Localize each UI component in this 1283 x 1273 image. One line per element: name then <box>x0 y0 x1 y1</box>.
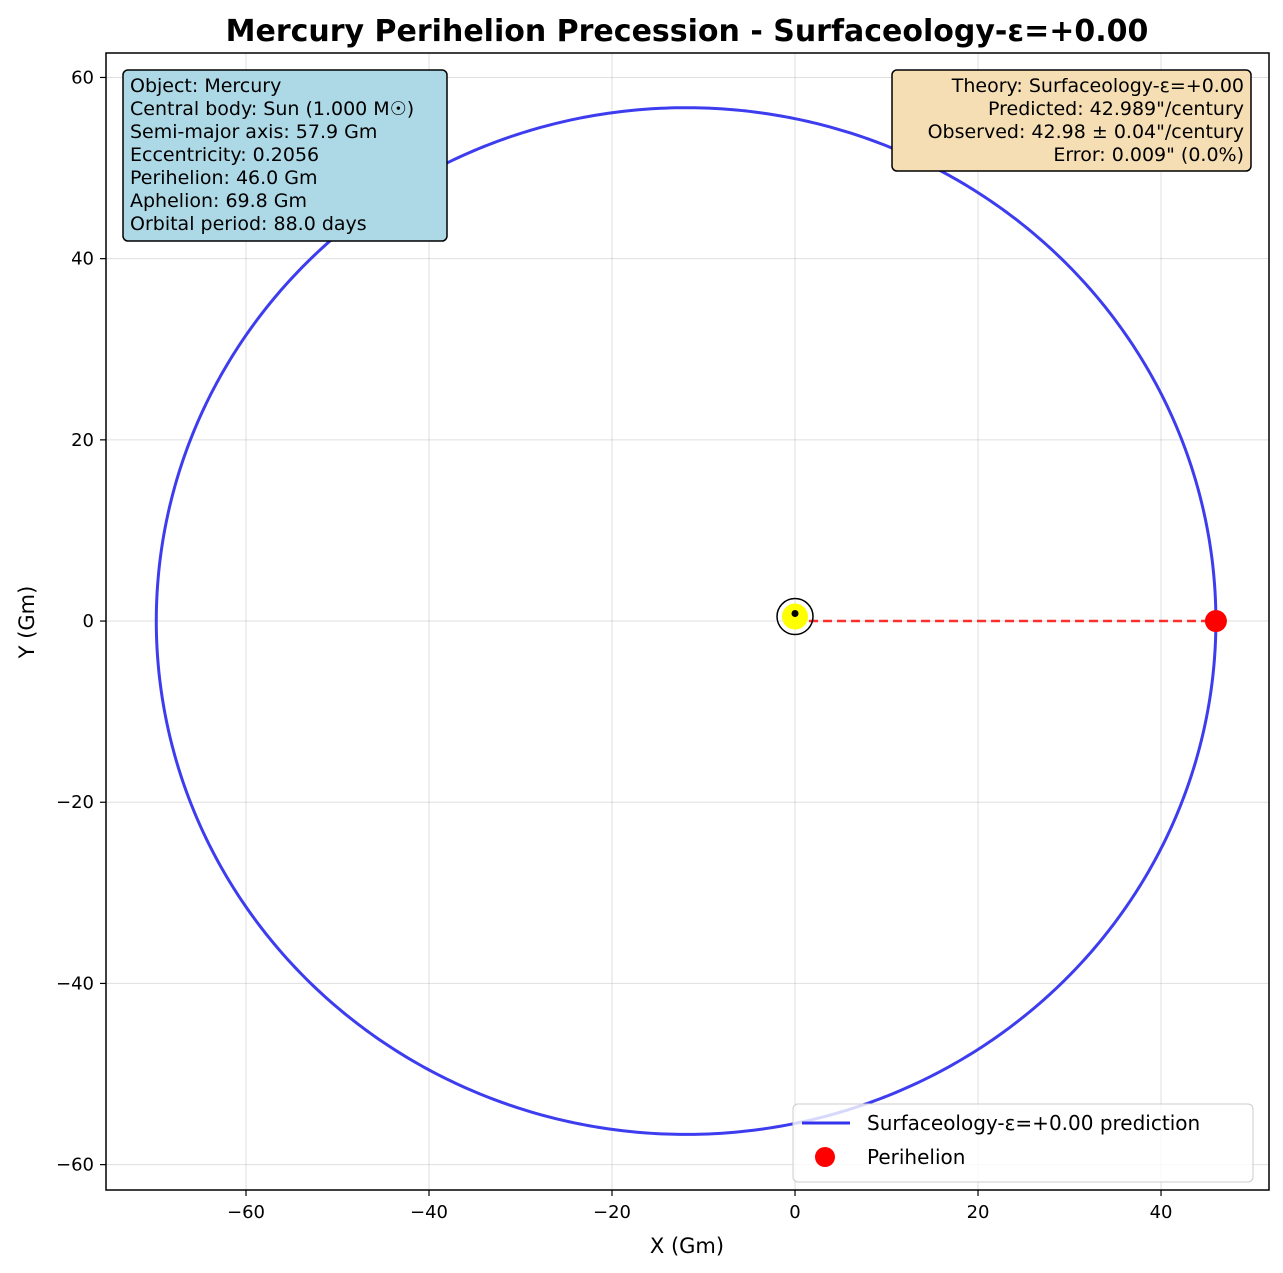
y-tick-label: 0 <box>83 611 94 632</box>
chart-title: Mercury Perihelion Precession - Surfaceo… <box>226 14 1149 49</box>
sun-marker-ring <box>776 597 814 636</box>
theory-error: Error: 0.009" (0.0%) <box>1053 144 1244 166</box>
x-tick-label: −40 <box>410 1202 448 1223</box>
legend-label-prediction: Surfaceology-ε=+0.00 prediction <box>867 1111 1200 1135</box>
orbit-line <box>154 106 1218 1136</box>
y-tick-label: −40 <box>56 973 94 994</box>
info-object: Object: Mercury <box>130 75 281 97</box>
legend-swatch-perihelion <box>815 1147 835 1167</box>
theory-box-background <box>891 69 1252 172</box>
object-info-box: Object: Mercury Central body: Sun (1.000… <box>122 69 448 242</box>
info-central-body: Central body: Sun (1.000 M☉) <box>130 98 414 120</box>
x-tick-label: −60 <box>227 1202 265 1223</box>
theory-observed: Observed: 42.98 ± 0.04"/century <box>928 121 1244 143</box>
info-orbital-period: Orbital period: 88.0 days <box>130 213 367 235</box>
plot-area <box>154 106 1227 1136</box>
axis-ticks: −60 −40 −20 0 20 40 −60 −40 −20 0 20 40 60 <box>56 67 1172 1223</box>
x-tick-label: 20 <box>967 1202 990 1223</box>
y-tick-label: 60 <box>71 67 94 88</box>
legend: Surfaceology-ε=+0.00 prediction Periheli… <box>792 1103 1254 1183</box>
perihelion-point <box>1204 610 1227 633</box>
object-info-box-background <box>122 69 448 242</box>
y-tick-label: 40 <box>71 249 94 270</box>
theory-box: Theory: Surfaceology-ε=+0.00 Predicted: … <box>891 69 1252 172</box>
theory-name: Theory: Surfaceology-ε=+0.00 <box>951 75 1244 97</box>
legend-label-perihelion: Perihelion <box>867 1145 965 1169</box>
info-perihelion: Perihelion: 46.0 Gm <box>130 167 318 189</box>
axes-frame <box>105 52 1270 1191</box>
x-tick-label: −20 <box>593 1202 631 1223</box>
x-axis-label: X (Gm) <box>650 1234 724 1258</box>
info-aphelion: Aphelion: 69.8 Gm <box>130 190 307 212</box>
y-axis-label: Y (Gm) <box>15 586 39 660</box>
legend-frame <box>792 1103 1254 1183</box>
y-tick-label: −60 <box>56 1155 94 1176</box>
theory-predicted: Predicted: 42.989"/century <box>988 98 1244 120</box>
info-semi-major-axis: Semi-major axis: 57.9 Gm <box>130 121 377 143</box>
x-tick-label: 0 <box>789 1202 800 1223</box>
info-eccentricity: Eccentricity: 0.2056 <box>130 144 319 166</box>
sun-center-dot <box>791 610 799 618</box>
x-tick-label: 40 <box>1150 1202 1173 1223</box>
y-tick-label: −20 <box>56 792 94 813</box>
y-tick-label: 20 <box>71 430 94 451</box>
